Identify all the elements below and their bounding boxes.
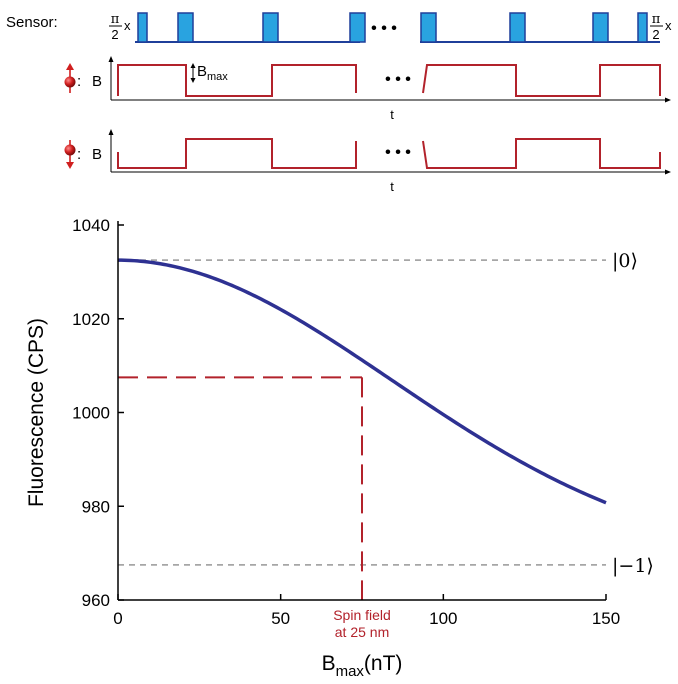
spin-field-label-line1: Spin field xyxy=(333,607,391,623)
pi-numerator: π xyxy=(111,12,120,27)
pi-half-x-label-right: π 2 x xyxy=(650,12,672,42)
pi-numerator: π xyxy=(652,12,661,27)
t-label-up: t xyxy=(390,107,394,122)
sensor-pulse-1 xyxy=(137,12,148,43)
sensor-label: Sensor: xyxy=(6,14,58,31)
pi-denominator: 2 xyxy=(652,27,659,42)
x-tick-label: 0 xyxy=(113,609,122,628)
up-ellipsis: • • • xyxy=(385,71,411,88)
sensor-pulse-4 xyxy=(349,12,366,43)
spin-down-field-row: : B t • • • xyxy=(64,129,671,194)
b-label-up: B xyxy=(92,73,102,90)
spin-down-square-wave-left xyxy=(117,138,357,169)
bmax-label: Bmax xyxy=(197,63,228,83)
y-tick-label: 980 xyxy=(82,497,110,516)
bmax-indicator: Bmax xyxy=(190,63,228,83)
x-axis-label: Bmax(nT) xyxy=(322,652,403,680)
pi-denominator: 2 xyxy=(111,27,118,42)
sensor-pulse-row: Sensor: π 2 x π 2 x • • • xyxy=(6,12,672,43)
down-ellipsis: • • • xyxy=(385,144,411,161)
t-label-down: t xyxy=(390,179,394,194)
sensor-pulse-3 xyxy=(262,12,279,43)
y-tick-label: 1020 xyxy=(72,310,110,329)
sensor-pulse-5 xyxy=(420,12,437,43)
state-label-1: |−1⟩ xyxy=(612,555,654,577)
sensor-pulse-8 xyxy=(637,12,648,43)
sensor-pulse-7 xyxy=(592,12,609,43)
spin-colon: : xyxy=(77,146,81,163)
y-tick-label: 1000 xyxy=(72,404,110,423)
spin-up-field-row: : B t Bmax • • • xyxy=(64,56,671,122)
sensor-ellipsis: • • • xyxy=(371,20,397,37)
sensor-pulse-6 xyxy=(509,12,526,43)
fluorescence-plot: |0⟩ |−1⟩ 960 980 1000 1020 1040 0 50 100 150 Fluo… xyxy=(25,216,654,680)
pulse-axis-label: x xyxy=(124,18,131,33)
spin-field-label-line2: at 25 nm xyxy=(335,624,389,640)
pulse-axis-label: x xyxy=(665,18,672,33)
pi-half-x-label-left: π 2 x xyxy=(109,12,131,42)
spin-down-arrow-ball-icon xyxy=(64,140,76,169)
x-tick-label: 50 xyxy=(271,609,290,628)
spin-colon: : xyxy=(77,73,81,90)
y-tick-label: 1040 xyxy=(72,216,110,235)
x-tick-label: 100 xyxy=(429,609,457,628)
sensor-pulse-2 xyxy=(177,12,194,43)
fluorescence-curve xyxy=(117,258,607,505)
spin-up-square-wave-right xyxy=(422,64,661,97)
spin-up-square-wave-left xyxy=(117,64,357,97)
spin-down-square-wave-right xyxy=(422,138,661,169)
y-axis-label: Fluorescence (CPS) xyxy=(25,318,48,507)
x-tick-label: 150 xyxy=(592,609,620,628)
state-label-0: |0⟩ xyxy=(612,250,638,272)
spin-up-arrow-ball-icon xyxy=(64,63,76,93)
b-label-down: B xyxy=(92,146,102,163)
y-tick-label: 960 xyxy=(82,591,110,610)
